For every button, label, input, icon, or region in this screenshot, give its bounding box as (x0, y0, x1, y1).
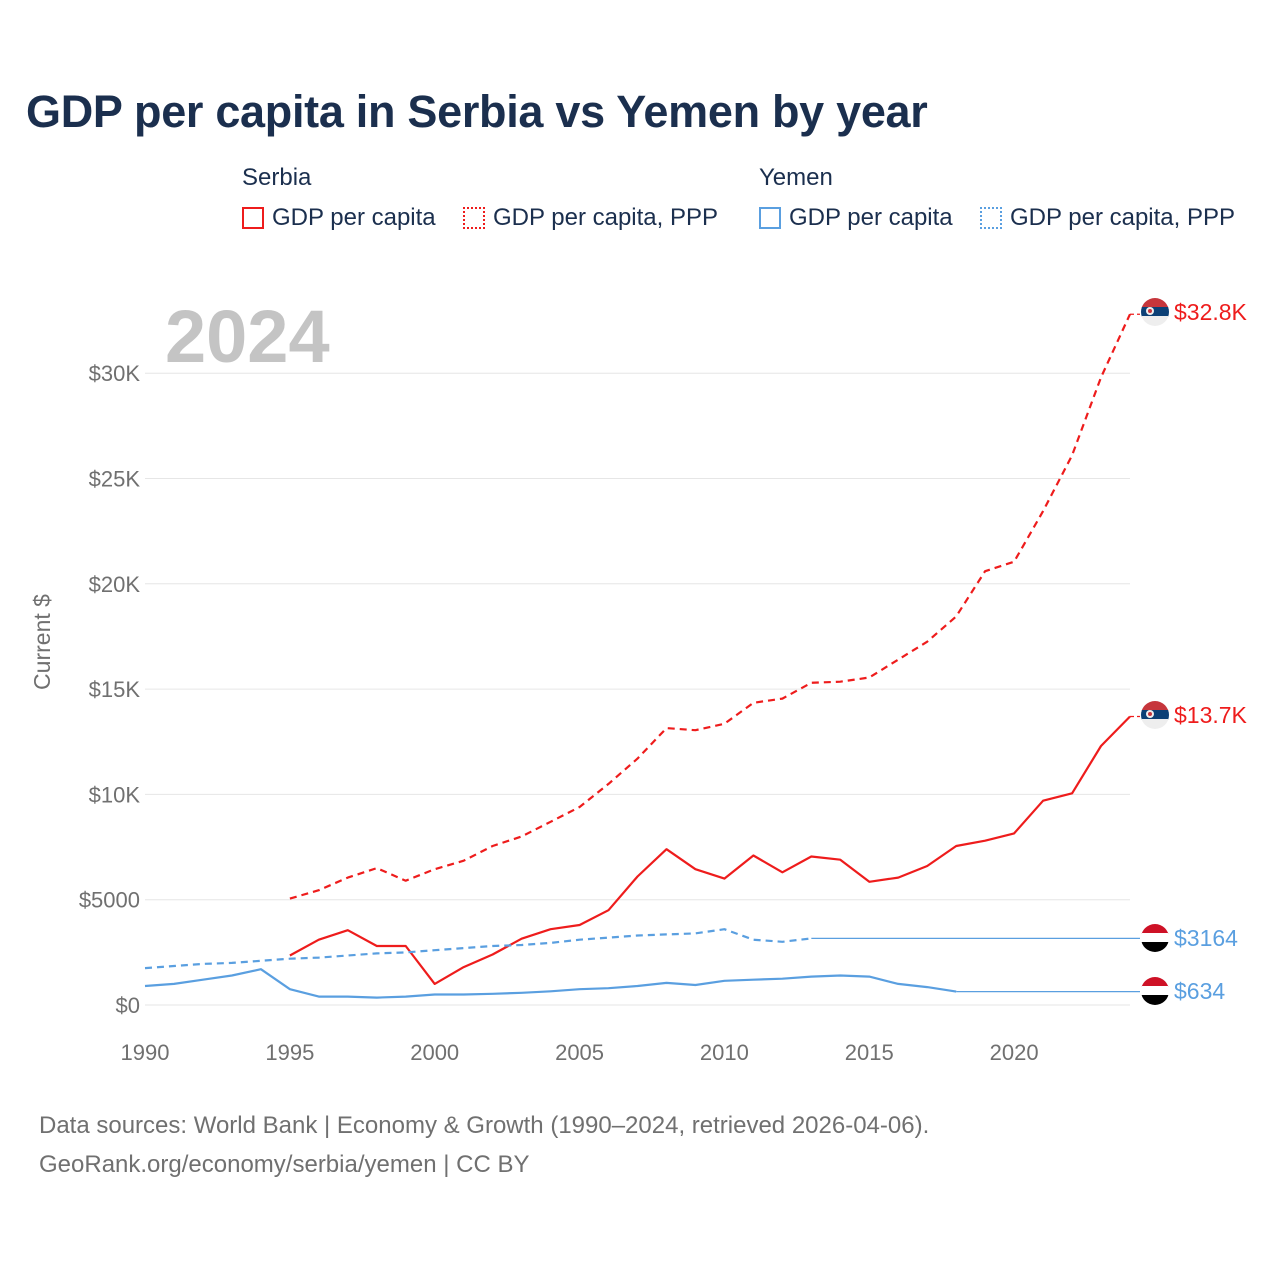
legend-item-serbia-gdp-ppp[interactable]: GDP per capita, PPP (463, 204, 718, 232)
legend-item-label: GDP per capita, PPP (493, 204, 718, 231)
series-line (289, 313, 1131, 900)
y-tick-label: $25K (89, 467, 141, 492)
x-tick-label: 2010 (700, 1040, 749, 1065)
end-label-yemen-gdp-ppp: $3164 (1174, 925, 1238, 951)
legend-swatch-dotted (980, 207, 1002, 229)
y-tick-label: $15K (89, 677, 141, 702)
y-tick-label: $20K (89, 572, 141, 597)
end-label-serbia-gdp-ppp: $32.8K (1174, 299, 1248, 325)
axes: $0 $5000 $10K $15K $20K $25K $30K 1990 1995 2000 2… (79, 361, 1039, 1065)
legend-item-label: GDP per capita (272, 204, 436, 231)
footer-credit-line[interactable]: GeoRank.org/economy/serbia/yemen | CC BY (39, 1151, 530, 1178)
legend-item-label: GDP per capita (789, 204, 953, 231)
y-tick-label: $10K (89, 782, 141, 807)
legend-item-label: GDP per capita, PPP (1010, 204, 1235, 231)
x-tick-label: 2015 (845, 1040, 894, 1065)
legend-swatch-solid (242, 207, 264, 229)
serbia-flag-icon (1141, 298, 1169, 326)
serbia-flag-icon (1141, 701, 1169, 729)
end-label-yemen-gdp: $634 (1174, 978, 1225, 1004)
series-line (289, 715, 1131, 986)
y-tick-label: $30K (89, 361, 141, 386)
footer-source-line: Data sources: World Bank | Economy & Gro… (39, 1112, 930, 1139)
series-line (144, 928, 812, 970)
y-axis-label: Current $ (29, 594, 55, 690)
y-tick-label: $0 (116, 993, 140, 1018)
legend-item-serbia-gdp[interactable]: GDP per capita (242, 204, 436, 232)
x-tick-label: 1990 (121, 1040, 170, 1065)
x-tick-label: 2000 (410, 1040, 459, 1065)
yemen-flag-icon (1141, 977, 1169, 1005)
y-tick-label: $5000 (79, 888, 140, 913)
series-line (144, 968, 957, 999)
end-label-serbia-gdp: $13.7K (1174, 702, 1248, 728)
legend-item-yemen-gdp-ppp[interactable]: GDP per capita, PPP (980, 204, 1235, 232)
legend-item-yemen-gdp[interactable]: GDP per capita (759, 204, 953, 232)
grid (145, 372, 1130, 1006)
chart-title: GDP per capita in Serbia vs Yemen by yea… (26, 86, 928, 137)
data-source-footer: Data sources: World Bank | Economy & Gro… (39, 1106, 929, 1184)
x-tick-label: 1995 (265, 1040, 314, 1065)
series (144, 313, 1140, 999)
legend-swatch-solid (759, 207, 781, 229)
legend-swatch-dotted (463, 207, 485, 229)
yemen-flag-icon (1141, 924, 1169, 952)
x-tick-label: 2005 (555, 1040, 604, 1065)
x-tick-label: 2020 (990, 1040, 1039, 1065)
current-year-label: 2024 (165, 295, 330, 378)
legend-group-title: Serbia (242, 164, 312, 191)
legend-group-title: Yemen (759, 164, 833, 191)
